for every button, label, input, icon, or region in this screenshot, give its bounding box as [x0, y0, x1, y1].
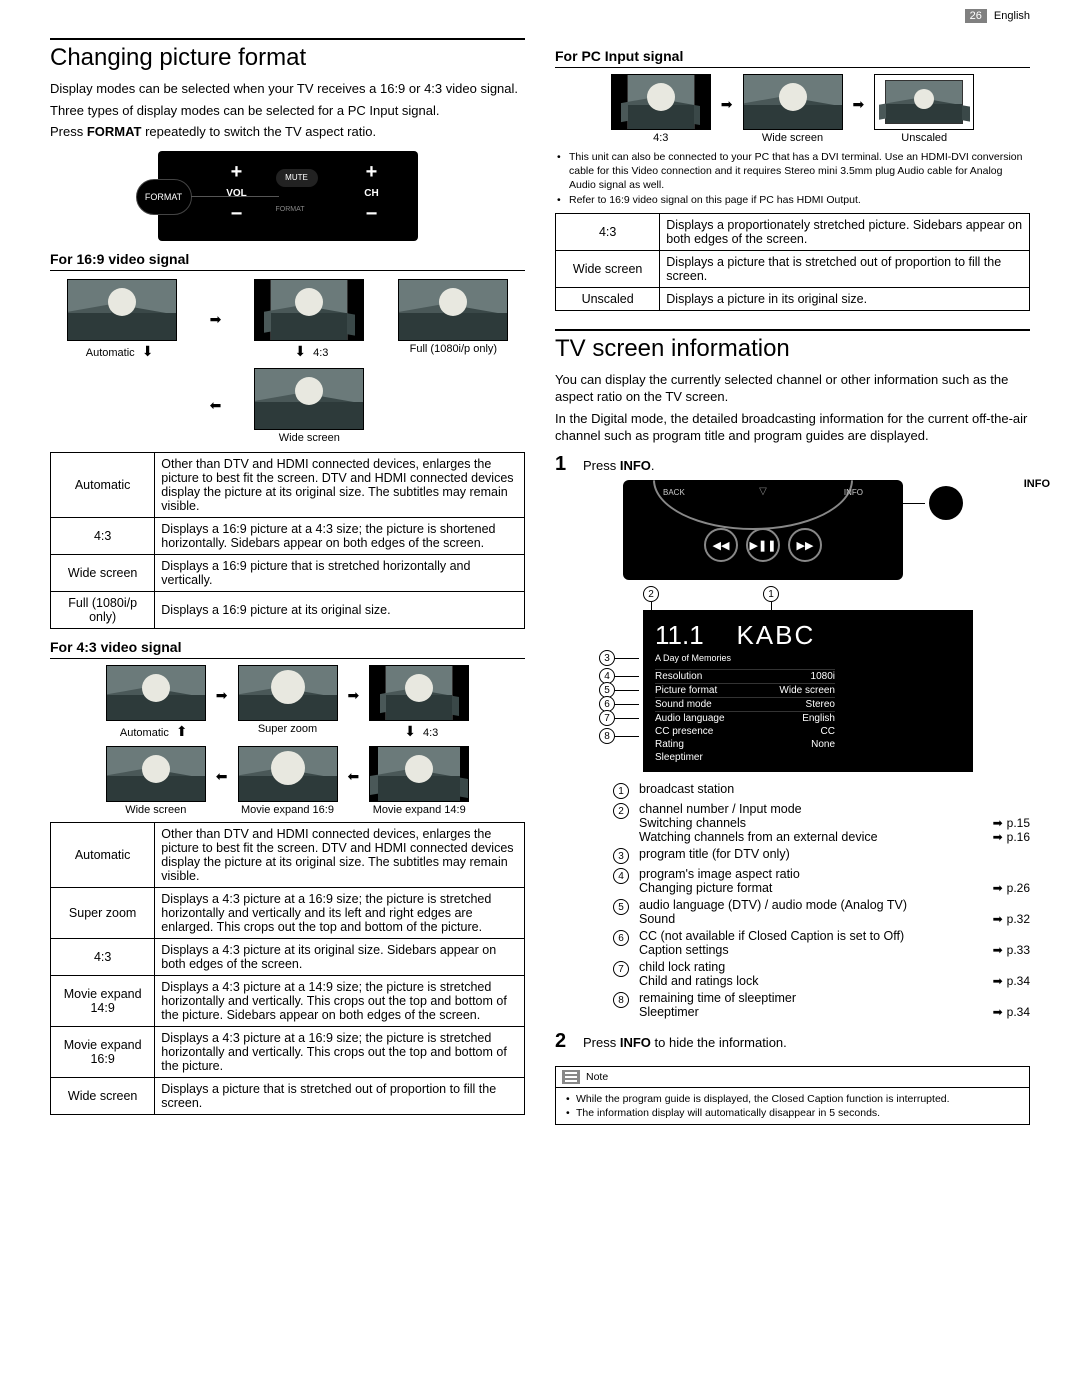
tvinfo-p1: You can display the currently selected c…	[555, 371, 1030, 406]
heading-tv-screen-info: TV screen information	[555, 329, 1030, 363]
thumb-automatic	[67, 279, 177, 341]
subheading-pc: For PC Input signal	[555, 48, 1030, 68]
page-number: 26	[965, 9, 987, 23]
pc-notes: This unit can also be connected to your …	[555, 150, 1030, 207]
thumbs-pc: 4:3 ➡ Wide screen ➡ Unscaled	[555, 74, 1030, 144]
page-lang: English	[994, 10, 1030, 22]
left-column: Changing picture format Display modes ca…	[50, 20, 525, 1125]
intro-2: Three types of display modes can be sele…	[50, 102, 525, 120]
table-169: AutomaticOther than DTV and HDMI connect…	[50, 452, 525, 629]
format-label-small: FORMAT	[276, 206, 305, 213]
legend-row: 8remaining time of sleeptimerSleeptimer➡…	[613, 991, 1030, 1019]
legend-row: 7child lock ratingChild and ratings lock…	[613, 960, 1030, 988]
legend-row: 5audio language (DTV) / audio mode (Anal…	[613, 898, 1030, 926]
subheading-43: For 4:3 video signal	[50, 639, 525, 659]
intro-1: Display modes can be selected when your …	[50, 80, 525, 98]
step-2: 2 Press INFO to hide the information.	[555, 1030, 1030, 1056]
intro-3: Press FORMAT repeatedly to switch the TV…	[50, 123, 525, 141]
heading-changing-picture-format: Changing picture format	[50, 38, 525, 72]
thumb-43-me149	[369, 746, 469, 802]
subheading-169: For 16:9 video signal	[50, 251, 525, 271]
thumbs-43-row1: Automatic ⬆ ➡ Super zoom ➡ ⬇ 4:3	[50, 665, 525, 740]
note-icon	[562, 1070, 580, 1084]
thumb-pc-wide	[743, 74, 843, 130]
volume-rocker: +VOL−	[218, 161, 256, 231]
remote-info-diagram: ▽ BACK INFO ◀◀ ▶❚❚ ▶▶	[623, 480, 903, 580]
legend: 1broadcast station 2channel number / Inpu…	[613, 782, 1030, 1019]
thumb-full	[398, 279, 508, 341]
thumb-43-auto	[106, 665, 206, 721]
thumb-43	[254, 279, 364, 341]
note-title: Note	[586, 1071, 608, 1083]
thumb-43-wide	[106, 746, 206, 802]
legend-row: 3program title (for DTV only)	[613, 847, 1030, 864]
page-header: 26 English	[965, 10, 1030, 22]
right-column: For PC Input signal 4:3 ➡ Wide screen ➡ …	[555, 20, 1030, 1125]
thumb-43-me169	[238, 746, 338, 802]
remote-diagram: FORMAT +VOL− MUTE FORMAT +CH−	[158, 151, 418, 241]
rewind-icon: ◀◀	[704, 528, 738, 562]
thumb-pc-unscaled	[874, 74, 974, 130]
mute-button: MUTE	[276, 169, 318, 187]
osd-channel: 11.1	[655, 620, 704, 651]
channel-rocker: +CH−	[353, 161, 391, 231]
osd-title: A Day of Memories	[655, 653, 961, 663]
info-label: INFO	[1024, 478, 1050, 490]
thumb-pc-43	[611, 74, 711, 130]
note-box: Note While the program guide is displaye…	[555, 1066, 1030, 1125]
legend-row: 6CC (not available if Closed Caption is …	[613, 929, 1030, 957]
legend-row: 4program's image aspect ratioChanging pi…	[613, 867, 1030, 895]
osd-panel: 3 4 5 6 7 8 11.1 KABC A Day of Memories …	[643, 610, 973, 772]
osd-station: KABC	[736, 620, 815, 650]
info-button-callout	[929, 486, 963, 520]
step-1: 1 Press INFO. ▽ BACK INFO ◀◀ ▶❚❚ ▶▶	[555, 453, 1030, 1023]
thumb-43-sz	[238, 665, 338, 721]
thumbs-43-row2: Wide screen ⬅ Movie expand 16:9 ⬅ Movie …	[50, 746, 525, 816]
table-pc: 4:3Displays a proportionately stretched …	[555, 213, 1030, 311]
forward-icon: ▶▶	[788, 528, 822, 562]
thumb-wide	[254, 368, 364, 430]
thumbs-169: Automatic ⬇ ➡ ⬇ 4:3 Full (1080i/p only) …	[50, 279, 525, 444]
thumb-43-43	[369, 665, 469, 721]
legend-row: 1broadcast station	[613, 782, 1030, 799]
playpause-icon: ▶❚❚	[746, 528, 780, 562]
tvinfo-p2: In the Digital mode, the detailed broadc…	[555, 410, 1030, 445]
table-43: AutomaticOther than DTV and HDMI connect…	[50, 822, 525, 1115]
format-button: FORMAT	[136, 179, 192, 215]
legend-row: 2channel number / Input modeSwitching ch…	[613, 802, 1030, 844]
